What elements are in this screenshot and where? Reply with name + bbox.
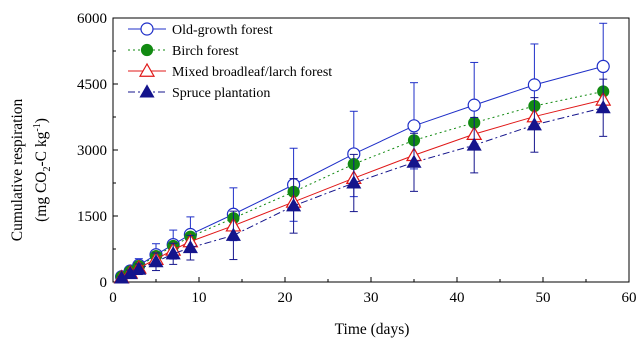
data-point	[225, 227, 241, 241]
data-point	[406, 154, 422, 168]
y-tick-label: 6000	[77, 11, 107, 27]
y-tick-label: 1500	[77, 209, 107, 225]
y-axis-title-sup: -1	[32, 123, 43, 131]
x-tick-label: 40	[450, 290, 465, 306]
data-point	[527, 78, 542, 92]
data-point	[596, 59, 610, 74]
data-point	[286, 198, 302, 212]
y-tick-label: 4500	[77, 77, 107, 93]
x-axis-title: Time (days)	[335, 321, 410, 338]
data-point	[407, 119, 421, 133]
legend-marker	[140, 43, 154, 57]
x-tick-label: 0	[109, 290, 117, 306]
data-point	[346, 175, 362, 189]
y-axis-title-line1: Cumulative respiration	[9, 99, 26, 242]
x-tick-label: 10	[192, 290, 207, 306]
data-point	[165, 246, 181, 260]
data-point	[148, 254, 164, 268]
y-axis-title-open: (mg CO	[33, 172, 50, 222]
data-point	[131, 261, 147, 275]
x-tick-label: 20	[278, 290, 293, 306]
axes: 0 10 20 30 40 50 60 0 1500 3000 4500 6000	[77, 11, 637, 306]
legend-label: Spruce plantation	[172, 86, 270, 101]
x-tick-label: 30	[364, 290, 379, 306]
data-point	[467, 98, 481, 112]
data-point	[182, 239, 198, 254]
legend-marker	[140, 22, 154, 36]
legend-entry-3: Spruce plantation	[128, 84, 270, 101]
legend-marker	[138, 62, 156, 77]
y-axis-title-line2: (mg CO2-C kg-1)	[32, 118, 53, 222]
legend-entry-2: Mixed broadleaf/larch forest	[128, 62, 332, 80]
x-tick-label: 60	[622, 290, 637, 306]
legend-label: Mixed broadleaf/larch forest	[172, 65, 332, 80]
y-axis-title-mid: -C kg	[33, 131, 50, 166]
data-point	[526, 117, 542, 131]
data-point	[595, 100, 611, 114]
y-tick-label: 3000	[77, 143, 107, 159]
y-axis-title-close: )	[33, 118, 50, 123]
data-point	[466, 137, 482, 151]
series-layer	[113, 22, 612, 284]
x-tick-label: 50	[536, 290, 551, 306]
legend: Old-growth forest Birch forest Mixed broad…	[128, 22, 332, 101]
legend-entry-1: Birch forest	[128, 43, 239, 59]
legend-marker	[139, 84, 155, 98]
legend-label: Old-growth forest	[172, 23, 273, 38]
y-axis-title: Cumulative respiration (mg CO2-C kg-1)	[9, 99, 53, 242]
legend-entry-0: Old-growth forest	[128, 22, 273, 38]
y-axis-title-sub: 2	[42, 167, 53, 172]
legend-label: Birch forest	[172, 44, 239, 59]
y-tick-label: 0	[100, 275, 108, 291]
series-3	[114, 78, 611, 284]
